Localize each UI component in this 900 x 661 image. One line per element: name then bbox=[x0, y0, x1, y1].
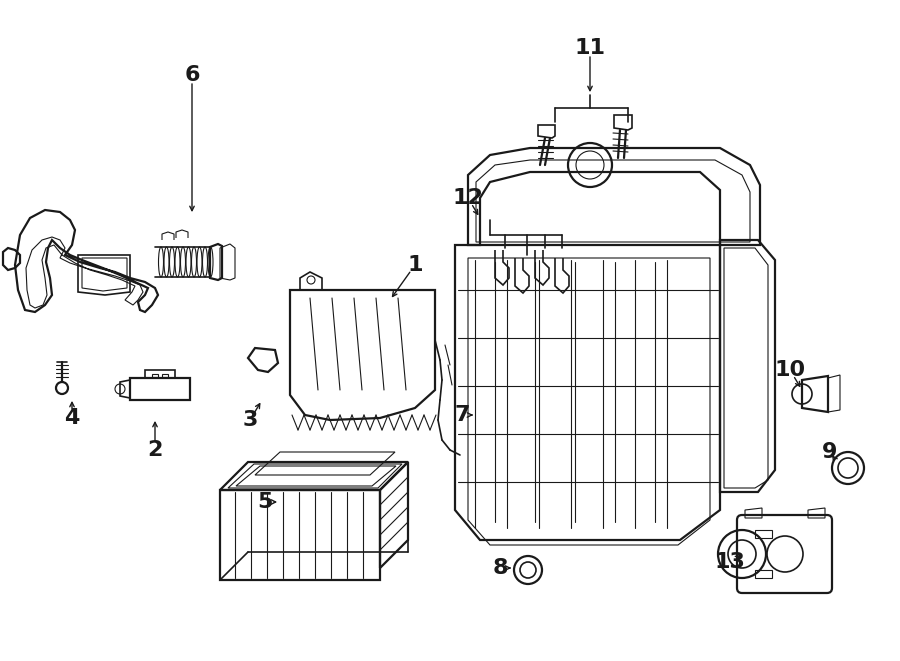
Text: 12: 12 bbox=[453, 188, 483, 208]
Text: 9: 9 bbox=[823, 442, 838, 462]
Text: 11: 11 bbox=[574, 38, 606, 58]
Text: 8: 8 bbox=[492, 558, 508, 578]
Text: 6: 6 bbox=[184, 65, 200, 85]
Text: 2: 2 bbox=[148, 440, 163, 460]
Text: 1: 1 bbox=[407, 255, 423, 275]
Text: 4: 4 bbox=[64, 408, 80, 428]
Text: 3: 3 bbox=[242, 410, 257, 430]
Text: 10: 10 bbox=[774, 360, 806, 380]
Text: 5: 5 bbox=[257, 492, 273, 512]
Text: 13: 13 bbox=[715, 552, 745, 572]
Text: 7: 7 bbox=[454, 405, 470, 425]
